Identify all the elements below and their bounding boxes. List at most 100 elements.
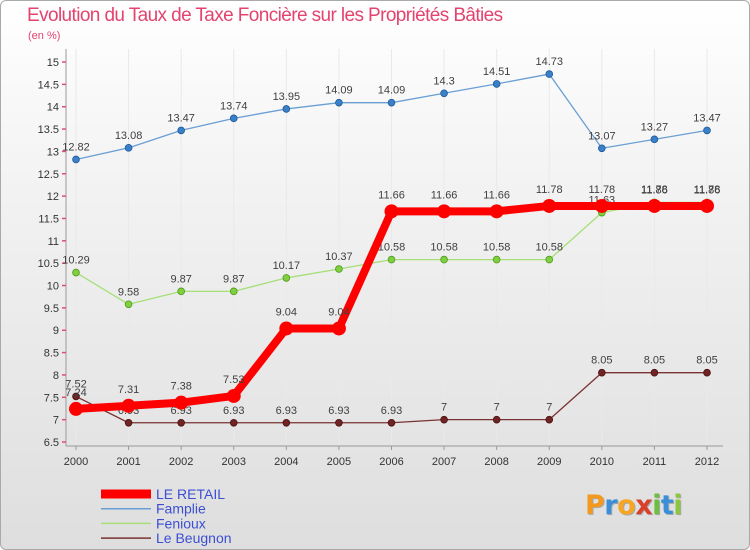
data-label-fenioux: 9.87	[223, 273, 244, 285]
data-label-fenioux: 10.37	[325, 251, 353, 263]
data-label-fenioux: 9.87	[170, 273, 191, 285]
data-label-fenioux: 11.86	[694, 184, 721, 196]
data-point-le-beugnon	[492, 415, 501, 424]
data-point-famplie	[72, 155, 80, 164]
data-label-le-retail: 11.78	[694, 184, 721, 196]
logo-letter: r	[604, 490, 618, 521]
data-label-le-retail: 9.04	[328, 306, 349, 318]
data-label-famplie: 13.74	[220, 100, 248, 112]
legend-item-famplie: Famplie	[101, 501, 206, 517]
data-point-fenioux	[229, 287, 238, 296]
legend-label-fenioux: Fenioux	[156, 515, 206, 531]
data-point-le-retail	[121, 398, 136, 413]
logo-letter: x	[635, 490, 653, 521]
data-point-le-beugnon	[703, 368, 711, 377]
data-point-famplie	[282, 105, 291, 113]
axes: 6.577.588.599.51010.51111.51212.51313.51…	[38, 49, 723, 468]
x-tick-label: 2012	[695, 456, 719, 468]
data-label-le-beugnon: 7.52	[65, 378, 86, 390]
x-tick-label: 2002	[169, 456, 193, 468]
data-point-le-beugnon	[387, 418, 396, 427]
legend-item-fenioux: Fenioux	[101, 515, 206, 531]
data-label-famplie: 14.73	[535, 56, 563, 68]
data-label-le-beugnon: 7	[546, 402, 552, 414]
data-point-famplie	[124, 144, 133, 152]
data-point-famplie	[492, 80, 501, 88]
data-point-fenioux	[335, 265, 343, 273]
data-label-fenioux: 10.58	[430, 242, 458, 254]
y-tick-label: 6.5	[44, 437, 59, 449]
legend-item-le-retail: LE RETAIL	[101, 486, 225, 502]
data-label-le-retail: 7.38	[170, 381, 191, 393]
data-point-le-retail	[331, 321, 346, 336]
legend-item-le-beugnon: Le Beugnon	[101, 530, 232, 546]
data-label-famplie: 14.09	[325, 85, 353, 97]
x-tick-label: 2005	[327, 456, 351, 468]
y-tick-label: 13.5	[38, 124, 59, 136]
y-tick-label: 7	[53, 415, 59, 427]
data-point-le-beugnon	[229, 418, 238, 427]
data-label-fenioux: 10.17	[273, 260, 301, 272]
data-point-fenioux	[440, 255, 448, 264]
data-point-fenioux	[282, 274, 291, 282]
data-point-famplie	[703, 126, 711, 135]
data-label-famplie: 14.3	[433, 75, 454, 87]
data-label-le-beugnon: 8.05	[696, 355, 717, 367]
y-tick-label: 10	[47, 281, 59, 293]
chart-title: Evolution du Taux de Taxe Foncière sur l…	[27, 5, 503, 26]
data-label-le-retail: 11.78	[588, 184, 615, 196]
data-label-le-retail: 11.66	[378, 189, 405, 201]
data-point-le-beugnon	[72, 392, 80, 401]
data-point-le-retail	[174, 395, 189, 410]
data-point-le-beugnon	[545, 415, 554, 424]
data-point-famplie	[387, 98, 396, 107]
y-tick-label: 11	[48, 236, 59, 248]
data-point-famplie	[177, 126, 185, 135]
data-label-fenioux: 10.29	[62, 255, 90, 267]
data-label-famplie: 14.51	[483, 66, 511, 78]
y-tick-label: 11.5	[38, 213, 59, 225]
data-point-famplie	[440, 89, 448, 98]
data-point-famplie	[335, 98, 343, 107]
logo-letter: i	[673, 490, 683, 521]
logo-letter: t	[660, 490, 674, 521]
y-tick-label: 8.5	[44, 348, 59, 360]
y-tick-label: 7.5	[44, 392, 59, 404]
data-label-le-beugnon: 6.93	[170, 405, 191, 417]
data-label-famplie: 12.82	[62, 141, 90, 153]
data-label-le-beugnon: 6.93	[276, 405, 297, 417]
data-point-fenioux	[545, 255, 554, 264]
data-label-le-retail: 7.24	[65, 387, 86, 399]
data-label-le-retail: 11.78	[536, 184, 563, 196]
y-tick-label: 12.5	[38, 169, 59, 181]
y-tick-label: 9.5	[44, 303, 59, 315]
data-point-le-retail	[647, 198, 662, 213]
data-label-le-beugnon: 6.93	[381, 405, 402, 417]
data-label-fenioux: 10.58	[483, 242, 511, 254]
logo-letter: o	[617, 490, 636, 521]
data-point-le-beugnon	[282, 418, 291, 427]
data-label-famplie: 13.07	[588, 130, 616, 142]
data-point-le-beugnon	[177, 418, 185, 427]
chart-unit-label: (en %)	[28, 30, 61, 42]
proxiti-logo: Proxiti	[585, 490, 683, 521]
data-label-le-beugnon: 8.05	[591, 355, 612, 367]
legend-label-famplie: Famplie	[156, 501, 206, 517]
data-label-le-beugnon: 6.93	[328, 405, 349, 417]
legend-label-le-retail: LE RETAIL	[156, 486, 225, 502]
y-tick-label: 8	[53, 370, 59, 382]
data-point-le-retail	[542, 198, 557, 213]
y-tick-label: 10.5	[38, 258, 59, 270]
y-tick-label: 12	[47, 191, 59, 203]
data-point-famplie	[229, 114, 238, 123]
x-tick-label: 2001	[116, 456, 140, 468]
data-point-le-beugnon	[650, 368, 659, 377]
y-tick-label: 15	[47, 57, 59, 69]
data-point-fenioux	[124, 300, 133, 309]
legend-label-le-beugnon: Le Beugnon	[156, 530, 232, 546]
x-tick-label: 2007	[432, 456, 456, 468]
x-tick-label: 2006	[379, 456, 403, 468]
